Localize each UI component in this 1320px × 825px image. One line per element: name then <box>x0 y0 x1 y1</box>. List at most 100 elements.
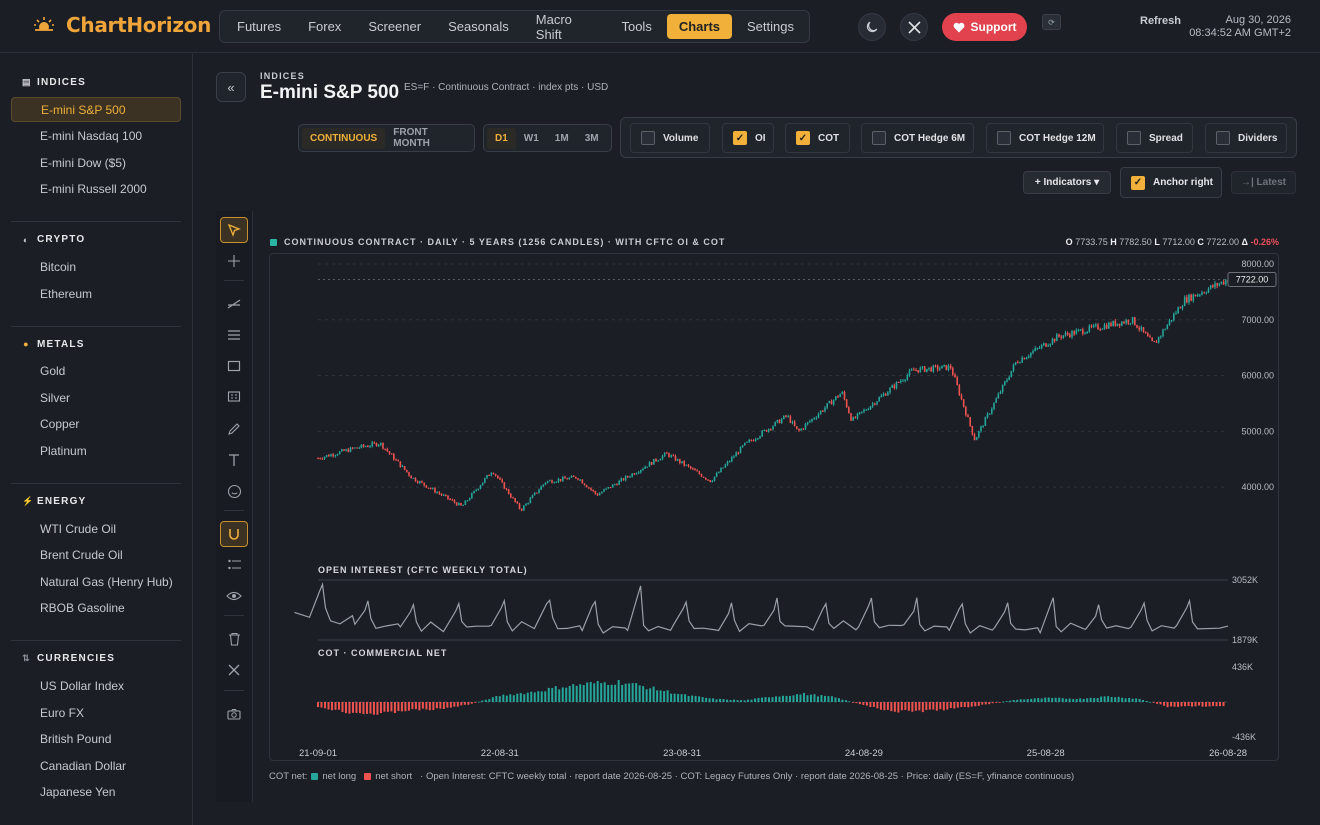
nav-forex[interactable]: Forex <box>308 19 342 34</box>
volume-checkbox[interactable] <box>641 131 655 145</box>
sidebar-item-canadian-dollar[interactable]: Canadian Dollar <box>40 758 127 773</box>
mini-refresh-button[interactable]: ⟳ <box>1042 14 1061 30</box>
cot-bar <box>795 694 798 702</box>
anchor-right-checkbox[interactable]: ✓ <box>1131 175 1145 190</box>
candle-body <box>1220 281 1223 284</box>
cot-bar <box>949 702 952 709</box>
crosshair-tool[interactable] <box>220 248 248 274</box>
nav-seasonals[interactable]: Seasonals <box>448 19 509 34</box>
timeframe-1m[interactable]: 1M <box>554 132 569 144</box>
candle-body <box>377 444 380 447</box>
spread-checkbox[interactable] <box>1127 131 1141 145</box>
emoji-tool[interactable] <box>220 478 248 504</box>
theme-toggle-button[interactable] <box>858 13 886 41</box>
candle-body <box>975 437 978 441</box>
cot-checkbox[interactable]: ✓ <box>796 131 810 145</box>
candle-body <box>988 413 991 415</box>
candle-body <box>741 445 744 447</box>
cot-bar <box>998 702 1001 703</box>
fib-tool[interactable] <box>220 322 248 348</box>
rectangle-tool[interactable] <box>220 353 248 379</box>
mode-continuous[interactable]: CONTINUOUS <box>302 127 386 149</box>
sidebar-item-gold[interactable]: Gold <box>40 364 66 379</box>
text-tool[interactable] <box>220 447 248 473</box>
indicators-button[interactable]: + Indicators ▾ <box>1023 171 1111 194</box>
nav-macro-shift[interactable]: Macro Shift <box>535 11 572 42</box>
sidebar-item-japanese-yen[interactable]: Japanese Yen <box>40 785 116 800</box>
candle-body <box>380 442 382 445</box>
candle-body <box>941 365 943 369</box>
sidebar-item-silver[interactable]: Silver <box>40 390 71 405</box>
candle-body <box>648 462 651 467</box>
cot-bar <box>1044 697 1047 702</box>
sidebar-item-british-pound[interactable]: British Pound <box>40 732 112 747</box>
contract-mode-selector: CONTINUOUS FRONT MONTH <box>298 124 475 152</box>
cot-bar <box>428 702 431 711</box>
sidebar-item-e-mini-nasdaq-100[interactable]: E-mini Nasdaq 100 <box>40 129 143 144</box>
horizontal-lines-icon <box>228 330 240 340</box>
oi-checkbox[interactable]: ✓ <box>733 131 747 145</box>
cot-hedge-6m-checkbox[interactable] <box>872 131 886 145</box>
pattern-tool[interactable] <box>220 384 248 410</box>
cot-bar <box>491 697 494 702</box>
logo[interactable]: ChartHorizon <box>32 13 211 37</box>
sidebar-item-rbob-gasoline[interactable]: RBOB Gasoline <box>40 601 125 616</box>
trendline-tool[interactable] <box>220 291 248 317</box>
chart-canvas[interactable]: 4000.00 5000.00 6000.00 7000.00 8000.00 7722.… <box>270 254 1280 762</box>
nav-tools[interactable]: Tools <box>621 19 652 34</box>
sidebar-item-bitcoin[interactable]: Bitcoin <box>40 259 77 274</box>
sidebar-item-natural-gas-henry-hub[interactable]: Natural Gas (Henry Hub) <box>40 574 173 589</box>
close-tool[interactable] <box>220 657 248 683</box>
cot-hedge-12m-checkbox[interactable] <box>997 131 1011 145</box>
nav-screener[interactable]: Screener <box>368 19 422 34</box>
candle-body <box>566 478 568 480</box>
magnet-tool[interactable] <box>220 521 248 547</box>
timeframe-3m[interactable]: 3M <box>584 132 599 144</box>
toggle-oi[interactable]: ✓ OI <box>722 123 774 153</box>
latest-button[interactable]: →| Latest <box>1231 171 1296 194</box>
anchor-right-toggle[interactable]: ✓ Anchor right <box>1120 167 1222 198</box>
nav-settings[interactable]: Settings <box>747 19 794 34</box>
collapse-sidebar-button[interactable]: « <box>216 72 246 102</box>
measure-tool[interactable] <box>220 552 248 578</box>
footer-net-long: net long <box>322 771 357 782</box>
toggle-volume[interactable]: Volume <box>630 123 710 153</box>
sidebar-item-platinum[interactable]: Platinum <box>40 443 87 458</box>
toggle-cot-hedge-6m[interactable]: COT Hedge 6M <box>861 123 974 153</box>
camera-tool[interactable] <box>220 701 248 727</box>
toggle-cot[interactable]: ✓ COT <box>785 123 850 153</box>
sidebar-item-euro-fx[interactable]: Euro FX <box>40 705 85 720</box>
dividers-checkbox[interactable] <box>1216 131 1230 145</box>
sidebar-item-ethereum[interactable]: Ethereum <box>40 286 93 301</box>
cot-bar <box>362 702 365 715</box>
nav-futures[interactable]: Futures <box>237 19 282 34</box>
sidebar-item-wti-crude-oil[interactable]: WTI Crude Oil <box>40 521 117 536</box>
trash-tool[interactable] <box>220 626 248 652</box>
candle-body <box>627 476 629 478</box>
cot-bar <box>600 683 603 702</box>
timeframe-selector: D1 W1 1M 3M <box>483 124 612 152</box>
nav-charts[interactable]: Charts <box>666 14 733 39</box>
refresh-button[interactable]: Refresh <box>1140 15 1181 27</box>
sidebar-item-e-mini-dow-5[interactable]: E-mini Dow ($5) <box>40 155 127 170</box>
sidebar-item-e-mini-s-p-500[interactable]: E-mini S&P 500 <box>11 97 181 122</box>
timeframe-d1[interactable]: D1 <box>487 127 516 149</box>
cot-bar <box>988 702 991 705</box>
brush-tool[interactable] <box>220 416 248 442</box>
toggle-spread[interactable]: Spread <box>1116 123 1193 153</box>
sidebar-item-copper[interactable]: Copper <box>40 417 80 432</box>
toggle-cot-hedge-12m[interactable]: COT Hedge 12M <box>986 123 1104 153</box>
timeframe-w1[interactable]: W1 <box>523 132 539 144</box>
support-button[interactable]: Support <box>942 13 1027 41</box>
visibility-tool[interactable] <box>220 583 248 609</box>
sidebar-item-e-mini-russell-2000[interactable]: E-mini Russell 2000 <box>40 182 147 197</box>
sidebar-item-brent-crude-oil[interactable]: Brent Crude Oil <box>40 548 123 563</box>
candle-body <box>908 370 911 376</box>
toggle-dividers[interactable]: Dividers <box>1205 123 1287 153</box>
mode-front-month[interactable]: FRONT MONTH <box>393 127 430 149</box>
cot-bar <box>572 684 575 702</box>
sidebar-item-us-dollar-index[interactable]: US Dollar Index <box>40 678 125 693</box>
x-social-button[interactable] <box>900 13 928 41</box>
cursor-tool[interactable] <box>220 217 248 243</box>
chart-area[interactable]: 4000.00 5000.00 6000.00 7000.00 8000.00 7722.… <box>269 253 1279 761</box>
